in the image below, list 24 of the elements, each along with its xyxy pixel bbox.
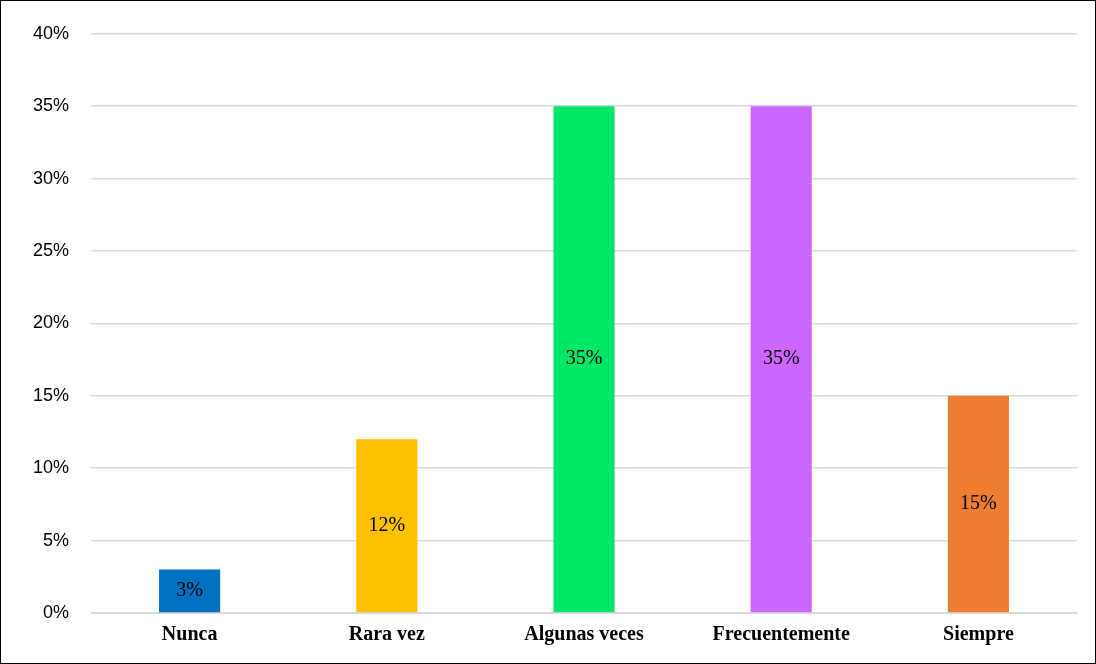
- y-tick-label: 10%: [33, 457, 70, 478]
- y-tick-label: 40%: [33, 22, 70, 43]
- y-tick-label: 0%: [43, 601, 70, 622]
- x-tick-label: Algunas veces: [524, 622, 644, 646]
- y-tick-label: 30%: [33, 167, 70, 188]
- data-label: 35%: [565, 346, 603, 369]
- x-tick-label: Rara vez: [348, 622, 425, 645]
- data-label: 12%: [368, 512, 406, 535]
- x-tick-label: Nunca: [161, 622, 218, 645]
- data-label: 15%: [960, 491, 997, 514]
- bar: [750, 106, 812, 613]
- bar: [947, 395, 1009, 613]
- y-tick-label: 20%: [33, 312, 70, 333]
- bar: [356, 439, 418, 613]
- bar: [553, 106, 615, 613]
- x-tick-label: Siempre: [943, 622, 1014, 646]
- y-tick-label: 25%: [33, 239, 70, 260]
- bar: [159, 569, 221, 613]
- y-tick-label: 5%: [43, 529, 70, 550]
- data-label: 3%: [176, 578, 203, 601]
- data-label: 35%: [762, 346, 800, 369]
- y-tick-label: 15%: [33, 384, 70, 405]
- y-tick-label: 35%: [33, 95, 70, 116]
- x-tick-label: Frecuentemente: [712, 622, 850, 645]
